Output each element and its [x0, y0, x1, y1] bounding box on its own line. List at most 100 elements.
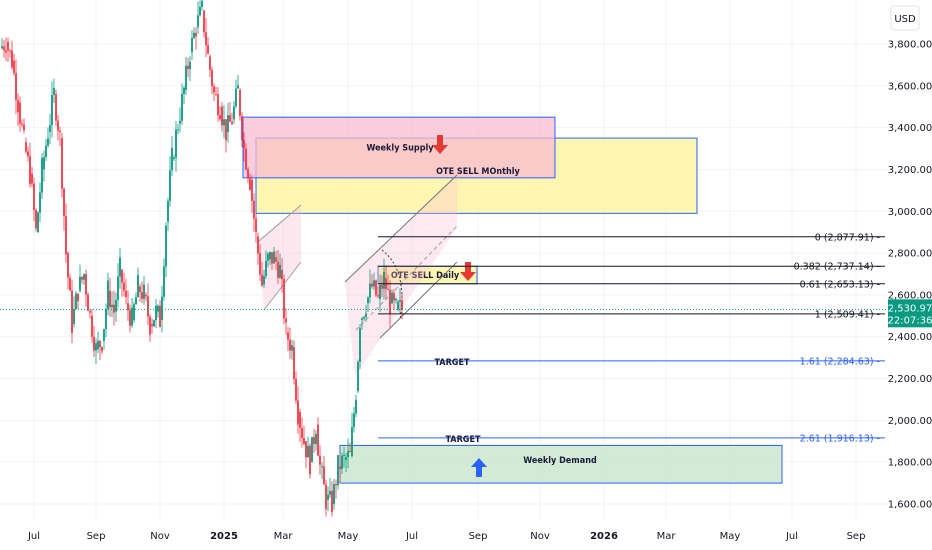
candle-body[interactable] [269, 252, 271, 260]
candle-body[interactable] [311, 437, 313, 463]
candle-body[interactable] [393, 293, 395, 301]
candle-body[interactable] [125, 290, 127, 297]
candle-body[interactable] [373, 280, 375, 287]
candle-body[interactable] [219, 115, 221, 120]
candle-body[interactable] [5, 50, 7, 53]
candle-body[interactable] [9, 50, 11, 52]
candle-body[interactable] [321, 466, 323, 468]
candle-body[interactable] [85, 274, 87, 295]
candle-body[interactable] [319, 455, 321, 465]
candle-body[interactable] [327, 494, 329, 500]
candle-body[interactable] [399, 300, 401, 302]
candle-body[interactable] [211, 70, 213, 87]
candle-body[interactable] [267, 253, 269, 261]
candle-body[interactable] [49, 125, 51, 132]
candle-body[interactable] [131, 307, 133, 326]
candle-body[interactable] [243, 140, 245, 148]
candle-body[interactable] [135, 297, 137, 305]
candle-body[interactable] [223, 119, 225, 126]
candle-body[interactable] [375, 280, 377, 296]
candle-body[interactable] [251, 179, 253, 201]
candle-body[interactable] [191, 37, 193, 53]
candle-body[interactable] [337, 455, 339, 486]
candle-body[interactable] [159, 305, 161, 327]
candle-body[interactable] [53, 87, 55, 95]
candle-body[interactable] [35, 210, 37, 229]
candle-body[interactable] [209, 56, 211, 71]
candle-body[interactable] [201, 0, 203, 7]
candle-body[interactable] [179, 120, 181, 124]
candle-body[interactable] [11, 50, 13, 68]
candle-body[interactable] [87, 294, 89, 311]
candle-body[interactable] [259, 253, 261, 275]
candle-body[interactable] [237, 85, 239, 89]
candle-body[interactable] [387, 289, 389, 291]
candle-body[interactable] [133, 304, 135, 320]
candle-body[interactable] [43, 157, 45, 170]
candle-body[interactable] [103, 329, 105, 341]
candle-body[interactable] [143, 284, 145, 299]
candle-body[interactable] [279, 264, 281, 278]
candle-body[interactable] [129, 310, 131, 326]
candle-body[interactable] [257, 236, 259, 254]
candle-body[interactable] [253, 200, 255, 219]
candle-body[interactable] [313, 437, 315, 444]
candle-body[interactable] [217, 94, 219, 116]
candle-body[interactable] [21, 123, 23, 125]
candle-body[interactable] [15, 73, 17, 100]
candle-body[interactable] [309, 445, 311, 475]
candles[interactable] [1, 0, 403, 517]
candle-body[interactable] [31, 173, 33, 184]
candle-body[interactable] [357, 362, 359, 392]
candle-body[interactable] [371, 283, 373, 287]
candle-body[interactable] [111, 304, 113, 308]
candle-body[interactable] [127, 303, 129, 311]
candle-body[interactable] [283, 279, 285, 319]
candle-body[interactable] [165, 225, 167, 267]
candle-body[interactable] [231, 121, 233, 125]
candle-body[interactable] [153, 320, 155, 327]
candle-body[interactable] [163, 266, 165, 297]
candle-body[interactable] [29, 156, 31, 185]
candle-body[interactable] [333, 484, 335, 504]
candle-body[interactable] [1, 46, 3, 49]
candle-body[interactable] [335, 484, 337, 486]
candle-body[interactable] [155, 305, 157, 321]
candle-body[interactable] [185, 65, 187, 90]
candle-body[interactable] [227, 115, 229, 132]
candle-body[interactable] [359, 328, 361, 363]
candle-body[interactable] [115, 299, 117, 312]
candle-body[interactable] [325, 484, 327, 510]
candle-body[interactable] [117, 276, 119, 300]
candle-body[interactable] [263, 276, 265, 285]
candle-body[interactable] [71, 290, 73, 333]
candle-body[interactable] [95, 343, 97, 351]
candle-body[interactable] [367, 297, 369, 304]
candle-body[interactable] [161, 296, 163, 320]
candle-body[interactable] [113, 304, 115, 313]
candle-body[interactable] [27, 151, 29, 157]
candle-body[interactable] [171, 147, 173, 171]
candle-body[interactable] [33, 183, 35, 211]
candle-body[interactable] [379, 284, 381, 300]
candle-body[interactable] [271, 252, 273, 264]
candle-body[interactable] [273, 251, 275, 264]
candle-body[interactable] [239, 90, 241, 116]
candle-body[interactable] [377, 295, 379, 297]
price-axis[interactable]: USD 1,600.00 1,800.00 2,000.00 2,200.00 2,40… [888, 0, 932, 520]
candle-body[interactable] [81, 276, 83, 280]
candle-body[interactable] [41, 158, 43, 193]
candle-body[interactable] [147, 296, 149, 317]
candle-body[interactable] [275, 257, 277, 262]
candle-body[interactable] [63, 188, 65, 217]
candle-body[interactable] [149, 316, 151, 335]
candle-body[interactable] [47, 138, 49, 146]
candle-body[interactable] [265, 260, 267, 277]
candle-body[interactable] [91, 315, 93, 337]
candle-body[interactable] [225, 119, 227, 141]
candle-body[interactable] [355, 399, 357, 414]
candle-body[interactable] [303, 438, 305, 444]
candle-body[interactable] [317, 424, 319, 456]
candle-body[interactable] [177, 129, 179, 131]
